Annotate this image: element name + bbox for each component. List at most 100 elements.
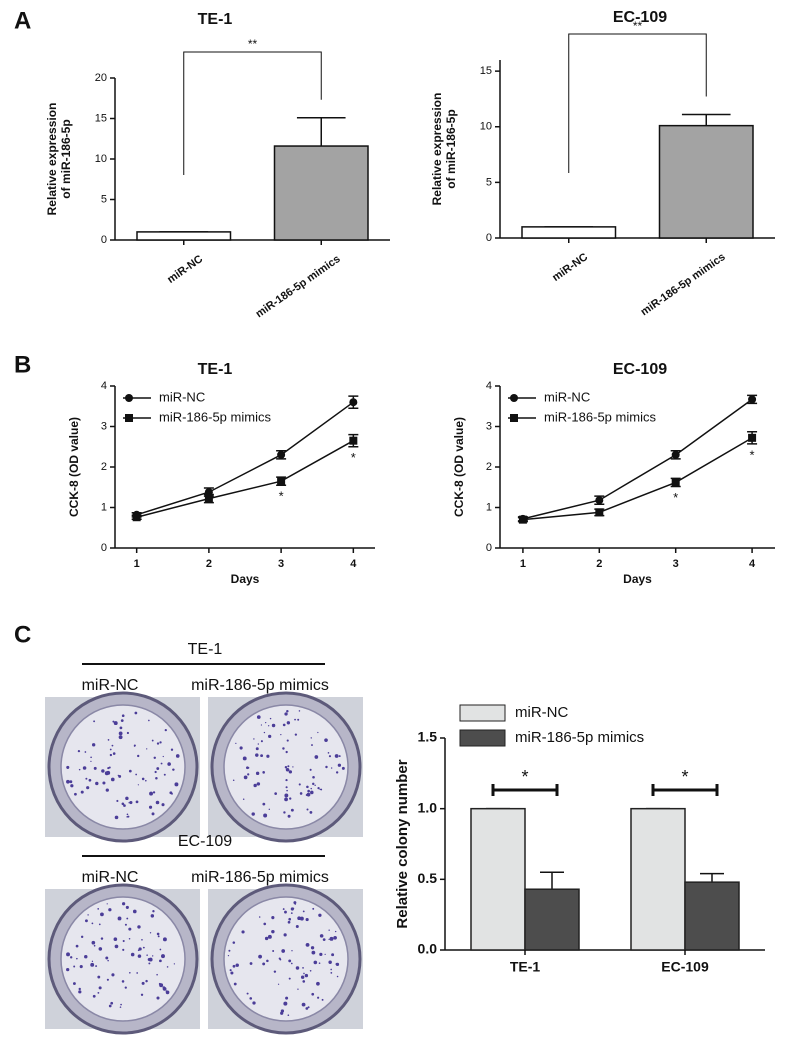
legend-label: miR-186-5p mimics bbox=[515, 729, 644, 746]
significance-label: * bbox=[351, 450, 356, 465]
colony bbox=[317, 996, 320, 999]
colony bbox=[91, 922, 94, 925]
colony bbox=[109, 753, 113, 757]
legend-swatch bbox=[459, 704, 506, 722]
colony bbox=[320, 788, 323, 791]
colony bbox=[113, 721, 118, 726]
colony bbox=[87, 914, 89, 916]
series-line bbox=[522, 398, 753, 520]
bar bbox=[658, 124, 754, 239]
colony bbox=[126, 813, 129, 816]
legend-marker bbox=[510, 394, 518, 402]
colony bbox=[298, 710, 301, 712]
error-bar bbox=[681, 113, 731, 126]
colony bbox=[262, 771, 265, 774]
colony bbox=[260, 740, 263, 743]
colony bbox=[285, 778, 288, 782]
colony bbox=[98, 986, 102, 990]
y-tick-label: 10 bbox=[95, 153, 107, 165]
colony bbox=[294, 718, 296, 721]
colony bbox=[105, 956, 109, 960]
colony bbox=[121, 714, 125, 717]
colony bbox=[148, 805, 153, 809]
colony bbox=[159, 983, 164, 988]
colony bbox=[151, 812, 155, 816]
colony bbox=[90, 962, 95, 967]
colony bbox=[110, 777, 115, 782]
colony bbox=[128, 938, 131, 940]
colony bbox=[310, 946, 315, 950]
colony bbox=[156, 996, 160, 1000]
colony bbox=[78, 987, 81, 991]
colony bbox=[120, 719, 124, 722]
colony bbox=[305, 917, 309, 922]
colony bbox=[258, 916, 261, 918]
colony bbox=[128, 769, 132, 773]
colony bbox=[287, 765, 290, 768]
y-tick-label: 4 bbox=[486, 380, 492, 392]
colony bbox=[97, 975, 101, 979]
colony bbox=[287, 920, 291, 924]
colony bbox=[153, 756, 156, 760]
colony bbox=[232, 941, 236, 944]
colony bbox=[260, 754, 264, 758]
colony bbox=[122, 902, 126, 906]
y-tick-label: 3 bbox=[101, 420, 107, 432]
colony bbox=[317, 731, 319, 734]
colony bbox=[107, 959, 109, 962]
colony bbox=[311, 992, 315, 996]
colony bbox=[100, 912, 104, 917]
colony bbox=[102, 781, 106, 785]
colony bbox=[310, 787, 312, 790]
x-tick-label: 3 bbox=[278, 558, 284, 570]
significance-bracket bbox=[568, 33, 707, 173]
colony bbox=[109, 748, 112, 751]
marker bbox=[349, 398, 358, 407]
colony bbox=[309, 810, 313, 814]
colony bbox=[80, 935, 84, 939]
marker bbox=[671, 478, 680, 487]
colony bbox=[135, 773, 138, 776]
y-tick-label: 0 bbox=[486, 542, 492, 554]
colony bbox=[239, 746, 243, 750]
colony bbox=[294, 903, 296, 905]
colony bbox=[266, 959, 269, 963]
colony bbox=[157, 935, 160, 938]
colony bbox=[92, 743, 96, 747]
significance-label: ** bbox=[633, 19, 643, 33]
colony bbox=[301, 1002, 306, 1007]
colony bbox=[290, 808, 294, 812]
colony bbox=[271, 929, 275, 934]
colony bbox=[300, 975, 305, 979]
colony bbox=[69, 780, 73, 784]
colony bbox=[112, 720, 115, 723]
colony bbox=[165, 990, 170, 995]
marker bbox=[277, 450, 286, 459]
colony bbox=[137, 925, 141, 929]
colony bbox=[310, 790, 314, 795]
colony bbox=[163, 773, 166, 776]
colony bbox=[149, 932, 152, 934]
colony bbox=[233, 982, 237, 986]
colony bbox=[297, 718, 300, 721]
colony bbox=[159, 741, 162, 744]
colony bbox=[319, 788, 321, 791]
bar bbox=[524, 888, 580, 951]
colony bbox=[101, 769, 105, 773]
colony bbox=[292, 907, 295, 910]
colony bbox=[122, 940, 125, 943]
colony bbox=[283, 933, 287, 937]
colony bbox=[119, 1006, 122, 1008]
colony bbox=[162, 986, 167, 991]
colony bbox=[100, 937, 104, 940]
colony bbox=[251, 812, 255, 816]
colony bbox=[95, 781, 99, 786]
colony bbox=[107, 766, 110, 770]
colony bbox=[125, 905, 129, 910]
colony bbox=[130, 952, 135, 957]
panel-label: A bbox=[14, 7, 31, 34]
colony bbox=[82, 766, 87, 770]
colony bbox=[93, 766, 97, 770]
colony bbox=[321, 998, 324, 1001]
colony bbox=[78, 990, 82, 994]
